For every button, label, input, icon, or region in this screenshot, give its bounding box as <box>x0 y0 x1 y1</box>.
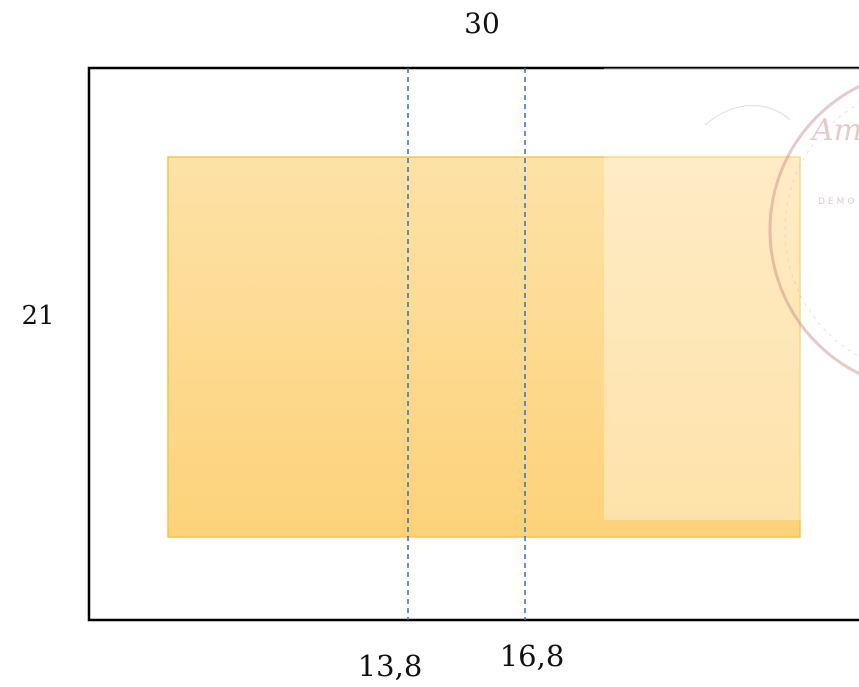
page-outline <box>87 66 859 622</box>
fold-left-label: 13,8 <box>358 649 423 683</box>
watermark-seal: Am DEMO <box>704 84 859 376</box>
height-label: 21 <box>21 301 54 331</box>
watermark-panel <box>604 68 859 520</box>
inner-area <box>167 156 801 538</box>
watermark-script: Am <box>809 113 859 148</box>
fold-right-label: 16,8 <box>500 639 565 673</box>
watermark-text: DEMO <box>818 197 857 207</box>
width-label: 30 <box>464 7 500 40</box>
